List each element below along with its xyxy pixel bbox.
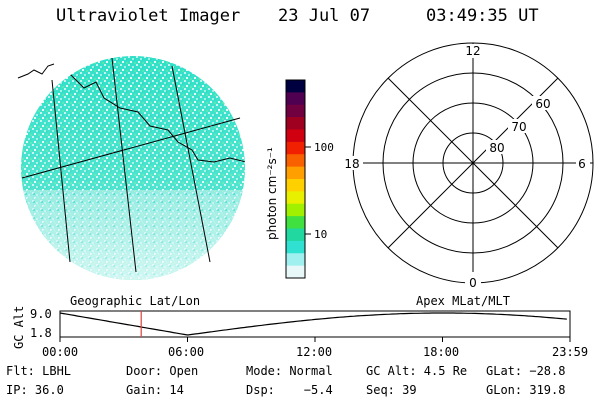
mlt-label-6: 6 — [578, 157, 586, 171]
apex-label: Apex MLat/MLT — [416, 294, 510, 308]
timeline-ylabel: GC Alt — [12, 306, 26, 349]
lat-label-60: 60 — [535, 97, 550, 111]
colorbar-swatch — [286, 216, 305, 229]
instrument-title: Ultraviolet Imager — [56, 6, 241, 26]
colorbar-swatch — [286, 253, 305, 267]
colorbar-swatch — [286, 166, 305, 180]
longitude-line — [51, 79, 71, 263]
longitude-line — [171, 65, 211, 263]
info-ip: IP: 36.0 — [6, 383, 64, 397]
mlt-label-18: 18 — [344, 157, 359, 171]
longitude-line — [111, 57, 137, 273]
xtick-2359: 23:59 — [552, 345, 589, 359]
info-dsp: Dsp: −5.4 — [246, 383, 333, 397]
geographic-map — [17, 56, 245, 280]
latitude-line — [21, 117, 241, 179]
colorbar-swatch — [286, 203, 305, 217]
colorbar-swatch — [286, 179, 305, 192]
altitude-timeline — [59, 310, 571, 342]
colorbar-swatch — [286, 92, 305, 106]
info-mode: Mode: Normal — [246, 364, 333, 378]
info-gcalt: GC Alt: 4.5 Re — [366, 364, 468, 378]
info-glat: GLat: −28.8 — [486, 364, 566, 378]
colorbar-swatch — [286, 104, 305, 118]
colorbar-tick-100: 100 — [314, 141, 334, 154]
geographic-label: Geographic Lat/Lon — [70, 294, 201, 308]
colorbar-swatch — [286, 228, 305, 242]
xtick-1800: 18:00 — [423, 345, 460, 359]
mlt-label-0: 0 — [469, 276, 477, 290]
colorbar-swatch — [286, 191, 305, 205]
colorbar-swatch — [286, 80, 305, 93]
colorbar-swatch — [286, 141, 305, 155]
colorbar-swatch — [286, 154, 305, 168]
lat-label-70: 70 — [511, 120, 526, 134]
time-label: 03:49:35 UT — [426, 6, 539, 26]
xtick-0600: 06:00 — [168, 345, 205, 359]
info-seq: Seq: 39 — [366, 383, 417, 397]
colorbar-swatch — [286, 129, 305, 143]
info-gain: Gain: 14 — [126, 383, 184, 397]
colorbar-swatch — [286, 265, 305, 279]
lat-label-80: 80 — [489, 141, 504, 155]
color-bar — [285, 79, 306, 279]
polar-plot — [352, 42, 594, 284]
date-label: 23 Jul 07 — [278, 6, 371, 26]
xtick-1200: 12:00 — [296, 345, 333, 359]
altitude-curve — [59, 312, 567, 336]
colorbar-swatch — [286, 240, 305, 254]
info-door: Door: Open — [126, 364, 199, 378]
mlt-label-12: 12 — [465, 44, 480, 58]
ytick-top: 9.0 — [30, 307, 52, 321]
coastline-outer — [17, 63, 55, 79]
colorbar-swatch — [286, 117, 305, 130]
ytick-bottom: 1.8 — [30, 326, 52, 340]
info-flt: Flt: LBHL — [6, 364, 72, 378]
colorbar-label: photon cm⁻²s⁻¹ — [265, 147, 279, 240]
info-glon: GLon: 319.8 — [486, 383, 566, 397]
colorbar-tick-10: 10 — [314, 228, 327, 241]
xtick-0000: 00:00 — [42, 345, 79, 359]
